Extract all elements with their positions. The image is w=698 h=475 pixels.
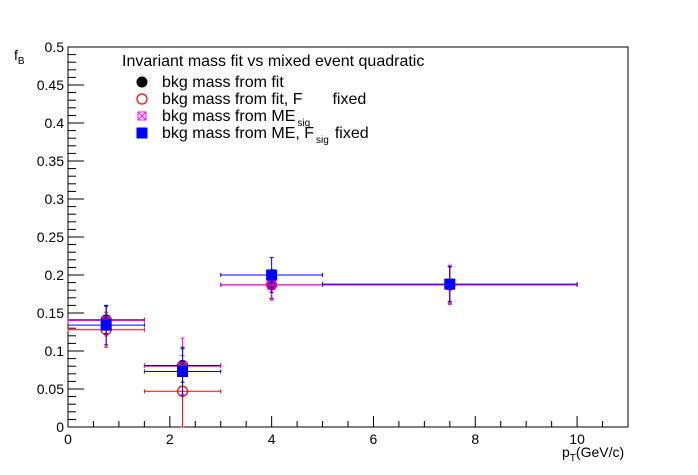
y-tick-labels: 0 0.05 0.1 0.15 0.2 0.25 0.3 0.35 0.4 0.45 0.5 bbox=[37, 39, 64, 435]
marker-cross bbox=[137, 111, 147, 121]
legend: Invariant mass fit vs mixed event quadra… bbox=[122, 53, 424, 146]
x-axis-title: pT(GeV/c) bbox=[562, 444, 624, 464]
x-tick-label: 4 bbox=[268, 431, 276, 447]
legend-marker bbox=[136, 93, 148, 105]
data-point bbox=[444, 278, 456, 290]
legend-title: Invariant mass fit vs mixed event quadra… bbox=[122, 53, 424, 70]
data-point bbox=[177, 366, 189, 378]
x-tick-label: 0 bbox=[64, 431, 72, 447]
series-3 bbox=[67, 257, 578, 397]
x-tick-labels: 0 2 4 6 8 10 bbox=[64, 431, 585, 447]
legend-marker bbox=[136, 76, 148, 88]
x-tick-label: 6 bbox=[370, 431, 378, 447]
x-tick-label: 8 bbox=[471, 431, 479, 447]
y-tick-label: 0.4 bbox=[45, 115, 65, 131]
x-tick-label: 2 bbox=[166, 431, 174, 447]
y-tick-label: 0.2 bbox=[45, 267, 65, 283]
y-tick-label: 0.15 bbox=[37, 305, 64, 321]
data-point bbox=[266, 269, 278, 281]
y-tick-label: 0.05 bbox=[37, 381, 64, 397]
data-point bbox=[100, 319, 112, 331]
y-tick-label: 0.1 bbox=[45, 343, 65, 359]
y-tick-label: 0 bbox=[56, 419, 64, 435]
y-tick-label: 0.25 bbox=[37, 229, 64, 245]
y-tick-label: 0.45 bbox=[37, 77, 64, 93]
legend-entry-label: bkg mass from fit bbox=[162, 74, 284, 91]
x-tick-label: 10 bbox=[569, 431, 585, 447]
series-1 bbox=[67, 266, 578, 428]
y-axis-title: fB bbox=[14, 47, 25, 67]
series-group bbox=[67, 257, 578, 428]
marker-box bbox=[137, 111, 147, 121]
y-tick-label: 0.3 bbox=[45, 191, 65, 207]
legend-marker bbox=[136, 127, 148, 139]
y-tick-label: 0.35 bbox=[37, 153, 64, 169]
legend-marker bbox=[137, 111, 147, 121]
y-tick-label: 0.5 bbox=[45, 39, 65, 55]
legend-entry-label: bkg mass from ME sig bbox=[162, 108, 310, 129]
